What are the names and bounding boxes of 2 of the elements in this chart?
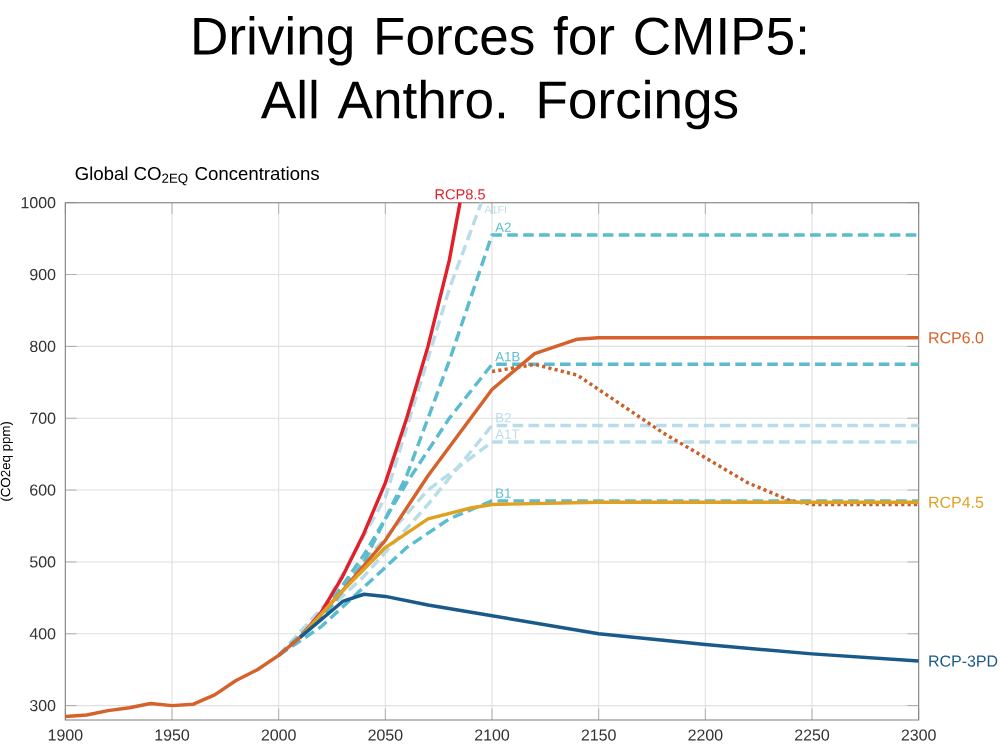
chart-subtitle: Global CO$_{2EQ}$ Concentrations [75, 166, 319, 186]
chart-title: Driving Forces for CMIP5: All Anthro. Forcings [194, 16, 806, 130]
